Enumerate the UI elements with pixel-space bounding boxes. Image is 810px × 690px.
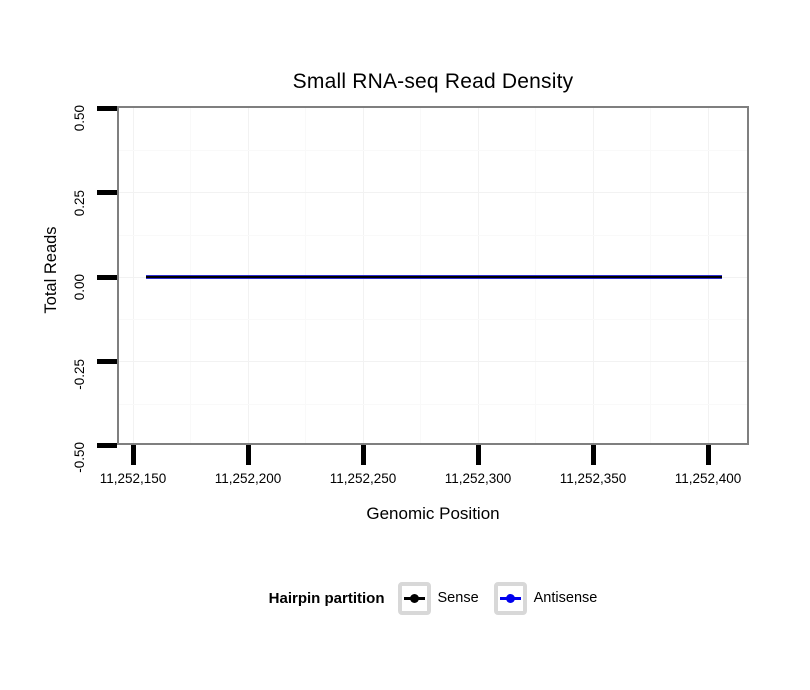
legend-label-sense: Sense [437,590,479,606]
x-tick-label: 11,252,250 [329,471,397,486]
legend: Hairpin partition Sense Antisense [117,580,749,616]
gridline-y-major [119,361,747,362]
y-axis-tick [97,275,117,280]
y-tick-label: -0.25 [72,359,87,390]
sense-point-glyph-icon [409,593,419,603]
x-tick-label: 11,252,150 [99,471,167,486]
gridline-y-major [119,192,747,193]
y-axis-tick [97,443,117,448]
x-axis-title: Genomic Position [366,504,500,523]
y-tick-label: 0.50 [72,105,87,132]
x-axis-tick [591,445,596,465]
y-axis-tick [97,106,117,111]
y-axis-title: Total Reads [42,226,60,314]
x-tick-label: 11,252,300 [444,471,512,486]
legend-label-antisense: Antisense [533,590,598,606]
x-axis-tick [246,445,251,465]
plot-panel [117,106,749,445]
gridline-x-major [133,108,134,443]
gridline-y-minor [119,404,747,405]
y-tick-label: 0.25 [72,190,87,217]
x-tick-label: 11,252,200 [214,471,282,486]
y-axis-tick [97,359,117,364]
y-tick-label: 0.00 [72,274,87,301]
y-axis-tick [97,190,117,195]
x-axis-tick [706,445,711,465]
legend-key-sense [397,581,431,615]
x-tick-label: 11,252,400 [674,471,742,486]
legend-key-antisense [493,581,527,615]
legend-title: Hairpin partition [268,589,385,607]
x-axis-tick [476,445,481,465]
gridline-y-minor [119,319,747,320]
series-line-sense-antisense [146,275,722,279]
x-axis-tick [131,445,136,465]
x-axis-tick [361,445,366,465]
x-tick-label: 11,252,350 [559,471,627,486]
chart-title: Small RNA-seq Read Density [292,70,574,93]
antisense-point-glyph-icon [505,593,515,603]
gridline-y-minor [119,235,747,236]
gridline-y-minor [119,150,747,151]
